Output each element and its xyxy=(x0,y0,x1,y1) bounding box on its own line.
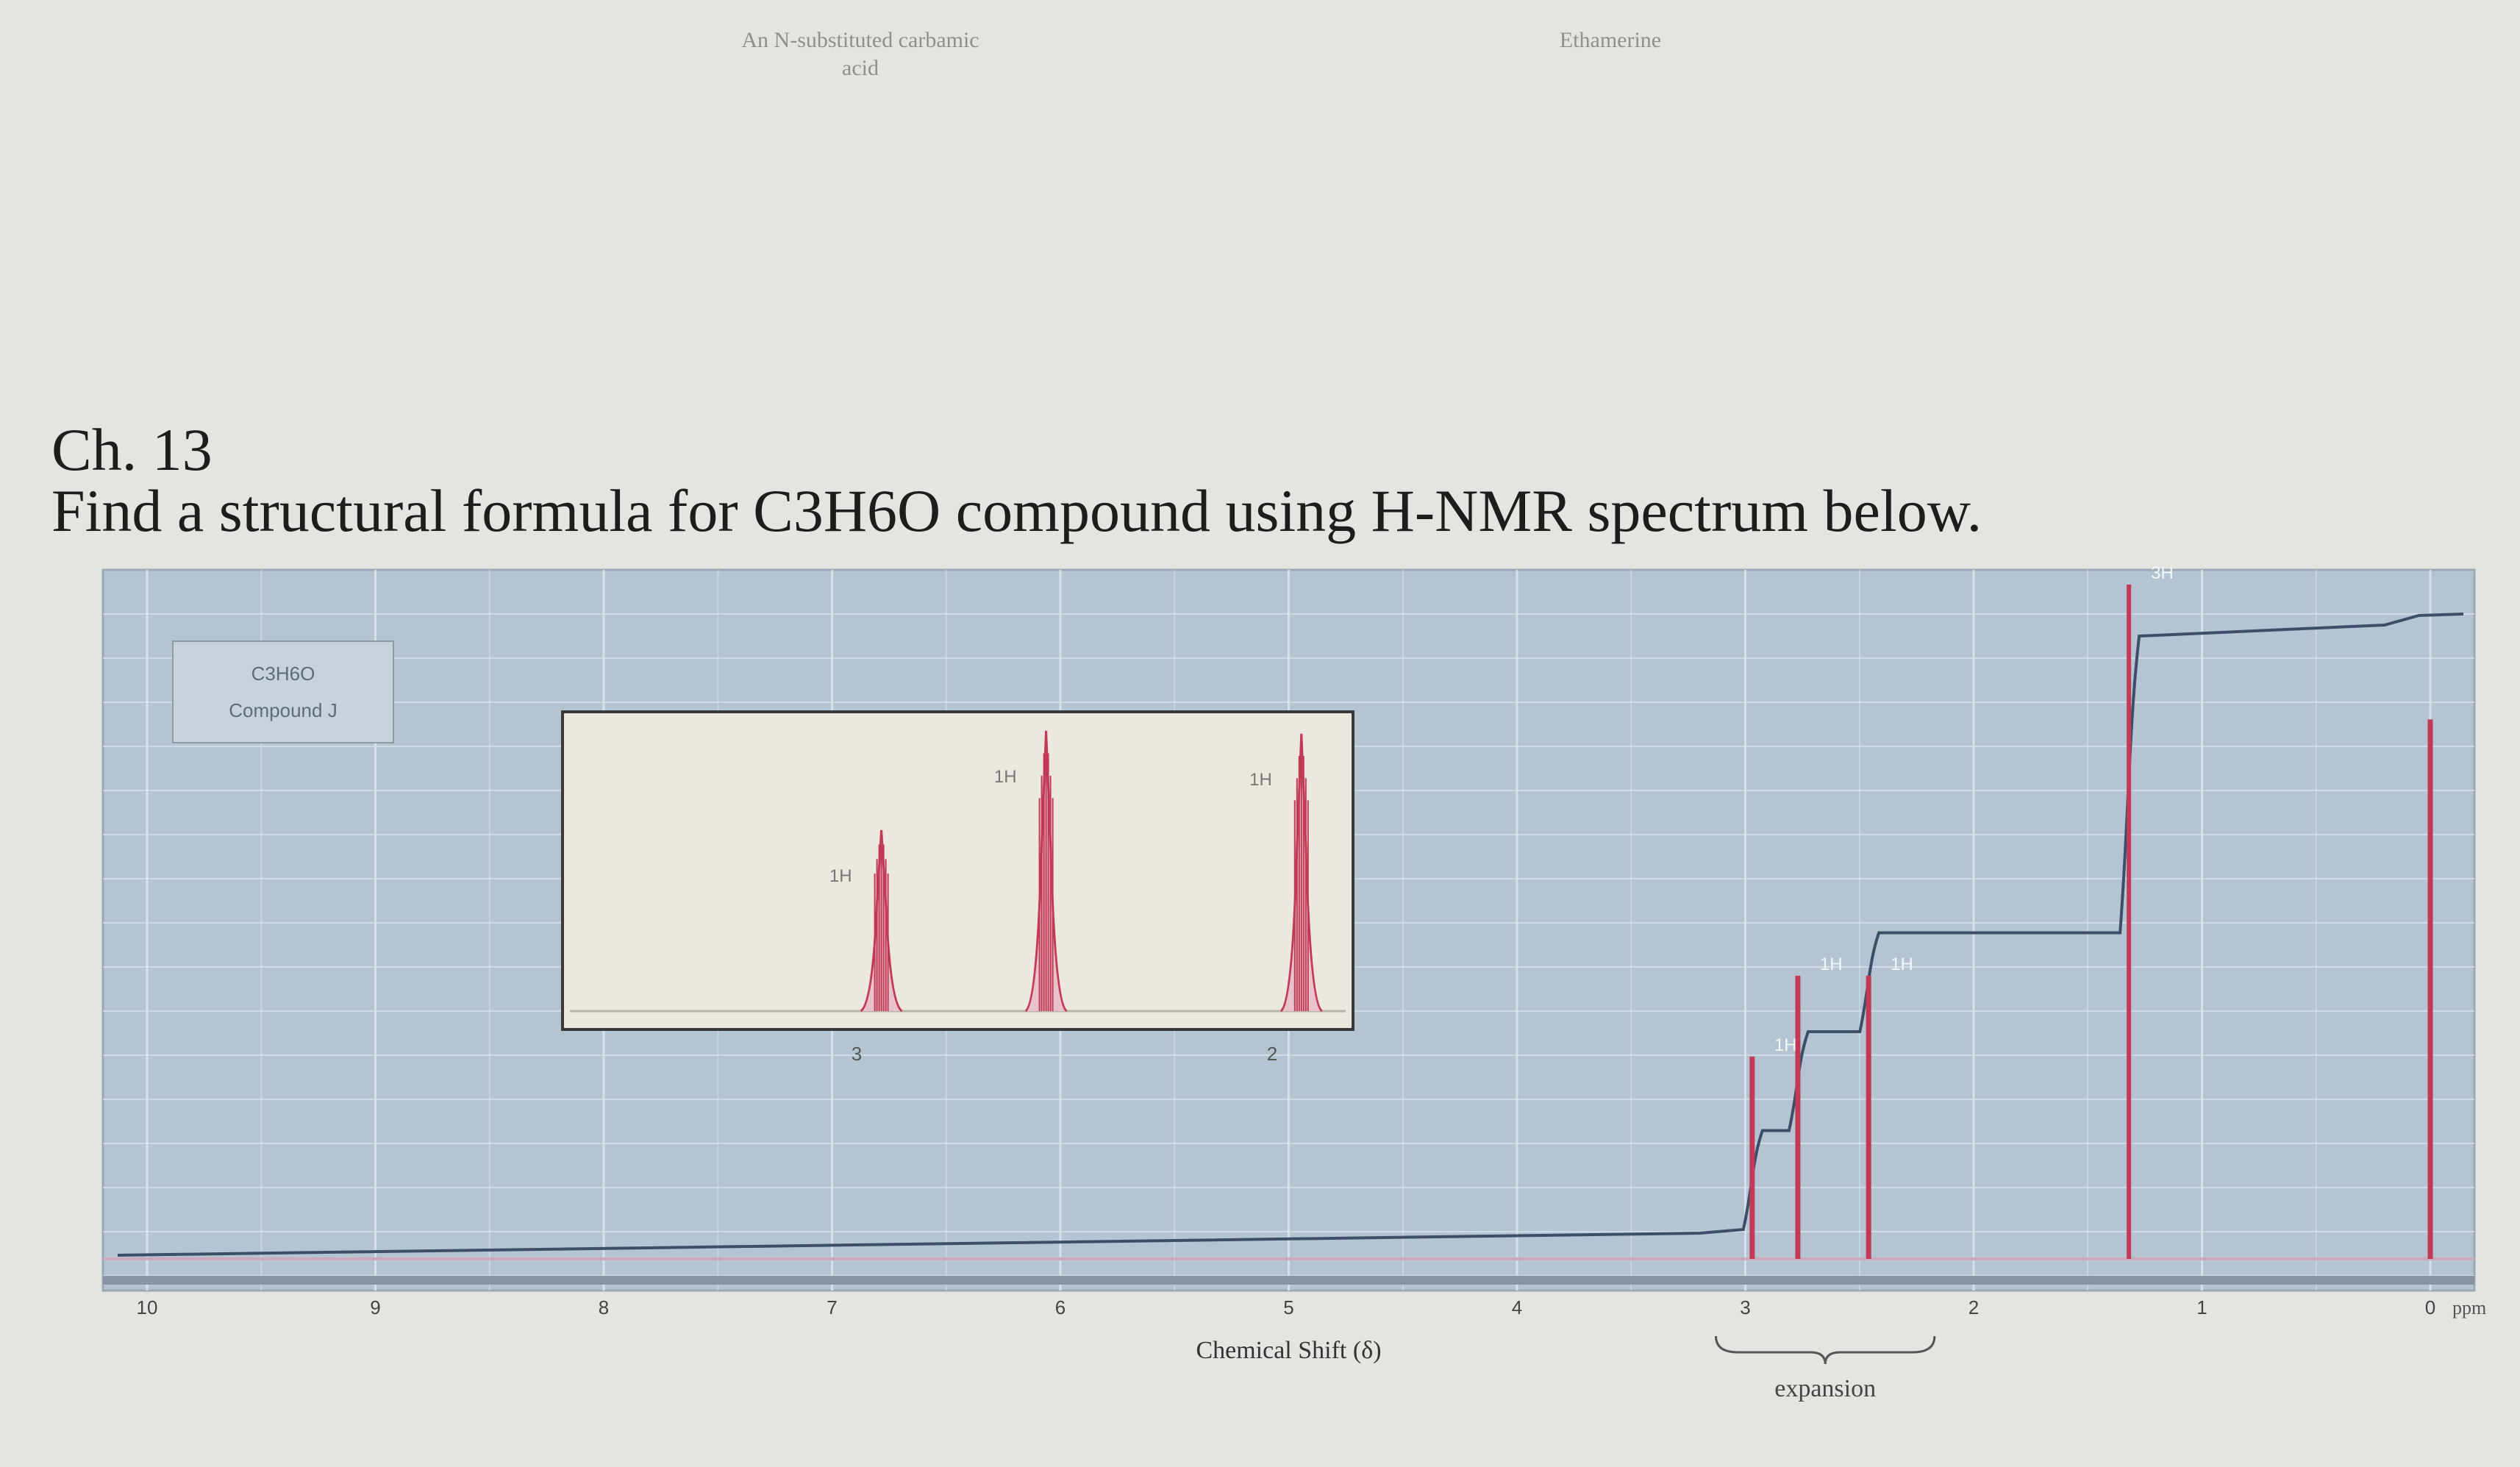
axis-bar xyxy=(103,1276,2474,1285)
inset-peak-label: 1H xyxy=(829,866,852,886)
peak-integration-label: 1H xyxy=(1820,954,1843,974)
caption-n-substituted-carbamic-acid: An N-substituted carbamic acid xyxy=(741,28,979,80)
sample-name: Compound J xyxy=(229,699,337,721)
chart-peaks xyxy=(1749,585,2433,1259)
x-axis-ticks: 10 9 8 7 6 5 4 3 2 1 0 xyxy=(137,1296,2436,1318)
peak-integration-label: 1H xyxy=(1774,1035,1797,1055)
caption-ethamerine: Ethamerine xyxy=(1559,28,1662,52)
peak-integration-label: 1H xyxy=(1891,954,1913,974)
inset-peak-labels: 1H 1H 1H xyxy=(829,767,1272,886)
chart-baseline xyxy=(103,1257,2474,1285)
sample-label-box: C3H6O Compound J xyxy=(172,640,394,743)
sample-formula: C3H6O xyxy=(251,663,315,685)
chart-peak-labels: 1H 1H 1H 3H xyxy=(1774,563,2174,1055)
inset-peaks xyxy=(860,730,1323,1013)
chapter-heading: Ch. 13 xyxy=(51,416,213,483)
x-tick-label: 9 xyxy=(370,1296,380,1318)
x-tick-label: 5 xyxy=(1283,1296,1293,1318)
inset-x-tick-label: 2 xyxy=(1267,1043,1277,1065)
peak-integration-label: 3H xyxy=(2151,563,2174,583)
x-tick-label: 10 xyxy=(137,1296,158,1318)
x-axis-unit: ppm xyxy=(2452,1297,2486,1318)
inset-x-tick-label: 3 xyxy=(852,1043,862,1065)
x-tick-label: 7 xyxy=(827,1296,837,1318)
expansion-label: expansion xyxy=(1774,1375,1876,1402)
inset-peak-label: 1H xyxy=(994,767,1017,787)
x-tick-label: 6 xyxy=(1055,1296,1066,1318)
x-axis-label: Chemical Shift (δ) xyxy=(1196,1337,1381,1364)
x-tick-label: 1 xyxy=(2196,1296,2207,1318)
question-text: Find a structural formula for C3H6O comp… xyxy=(51,477,1982,544)
x-tick-label: 8 xyxy=(599,1296,609,1318)
x-tick-label: 3 xyxy=(1740,1296,1750,1318)
expansion-brace xyxy=(1715,1335,1936,1365)
inset-peak-label: 1H xyxy=(1249,770,1272,790)
x-tick-label: 2 xyxy=(1968,1296,1979,1318)
x-tick-label: 4 xyxy=(1512,1296,1522,1318)
x-tick-label: 0 xyxy=(2425,1296,2435,1318)
